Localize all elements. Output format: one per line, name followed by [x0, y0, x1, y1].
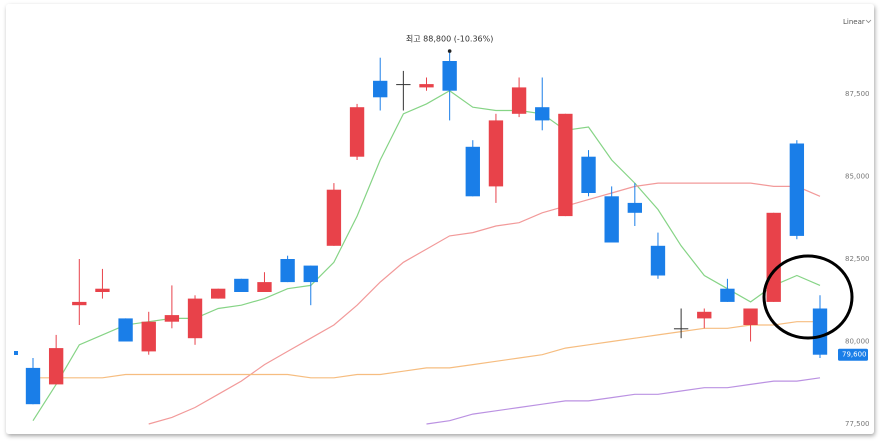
ma-line: [32, 89, 821, 422]
candle-body: [95, 288, 110, 292]
price-tag: [838, 348, 868, 361]
candle-body: [118, 318, 133, 342]
candle-body: [581, 156, 596, 193]
candle-body: [280, 259, 295, 283]
candle-body: [558, 113, 573, 217]
candle-body: [257, 282, 272, 292]
candle-body: [720, 288, 735, 302]
chart-frame: [6, 4, 874, 434]
candle-body: [396, 84, 411, 86]
candle-body: [673, 328, 689, 330]
candle-body: [743, 308, 758, 325]
y-tick-label: 85,000: [845, 173, 870, 181]
candle-body: [535, 107, 550, 121]
scale-chevron[interactable]: [865, 19, 872, 24]
candle-body: [465, 146, 480, 197]
candle-body: [187, 298, 203, 339]
candle-body: [419, 84, 434, 88]
candle-body: [488, 120, 504, 187]
highlight-circle: [762, 254, 854, 340]
annotation-dot: [447, 49, 452, 53]
candle-body: [164, 315, 180, 322]
candle-body: [766, 212, 781, 302]
candle-body: [234, 278, 249, 292]
candle-body: [627, 202, 642, 213]
candle-body: [326, 189, 342, 246]
candle-body: [211, 288, 226, 299]
ma-line: [33, 321, 820, 379]
annotation-text: 최고 88,800 (-10.36%): [406, 34, 493, 44]
candle-body: [303, 265, 318, 283]
candle-body: [373, 80, 388, 98]
y-tick-label: 80,000: [845, 338, 870, 346]
ma-line: [148, 182, 821, 425]
ma-line: [426, 377, 821, 425]
candle-body: [349, 107, 365, 157]
candle-body: [789, 143, 805, 236]
candle-body: [604, 196, 619, 243]
candle-body: [650, 245, 666, 276]
y-tick-label: 87,500: [845, 90, 870, 98]
y-tick-label: 77,500: [845, 420, 870, 428]
scale-label[interactable]: Linear: [843, 18, 865, 26]
price-tag-label: 79,600: [842, 351, 867, 359]
y-tick-label: 82,500: [845, 255, 870, 263]
candle-body: [72, 301, 87, 306]
candle-body: [812, 308, 828, 355]
candle-body: [511, 87, 527, 114]
candle-body: [48, 348, 64, 385]
candle-body: [25, 367, 41, 405]
candle-body: [442, 61, 457, 91]
candle-body: [697, 311, 712, 319]
candle-body: [141, 321, 156, 352]
marker: [14, 351, 18, 355]
